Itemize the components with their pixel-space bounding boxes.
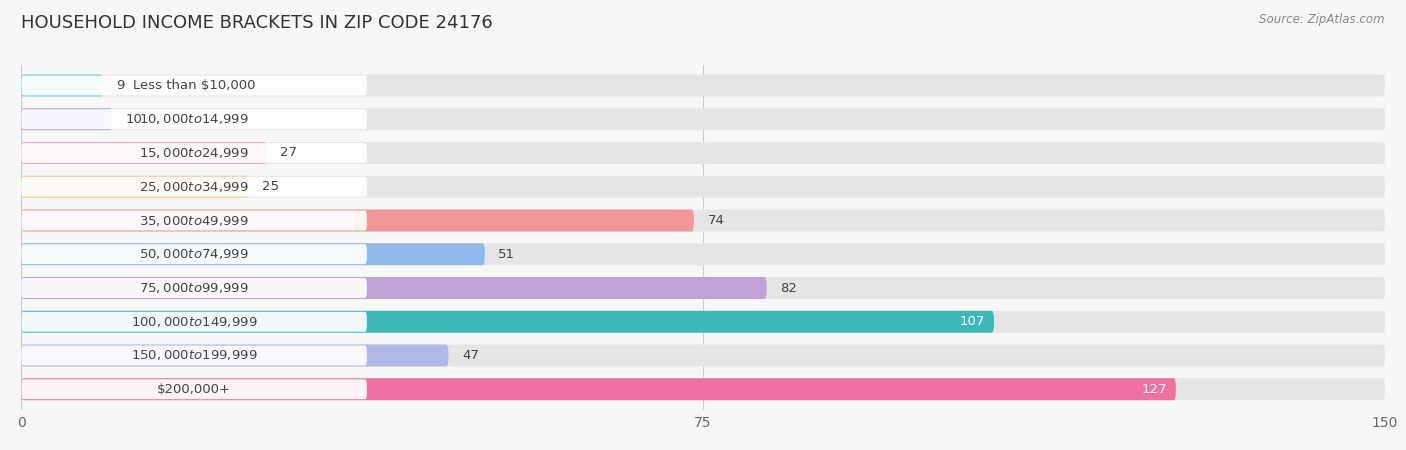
Text: 25: 25 [262,180,278,193]
FancyBboxPatch shape [21,142,267,164]
FancyBboxPatch shape [21,278,367,298]
Text: $50,000 to $74,999: $50,000 to $74,999 [139,247,249,261]
Text: $25,000 to $34,999: $25,000 to $34,999 [139,180,249,194]
FancyBboxPatch shape [21,243,1385,265]
FancyBboxPatch shape [21,311,1385,333]
FancyBboxPatch shape [21,143,367,163]
Text: 10: 10 [125,113,142,126]
Text: 9: 9 [117,79,125,92]
FancyBboxPatch shape [21,378,1175,400]
FancyBboxPatch shape [21,379,367,399]
FancyBboxPatch shape [21,210,1385,231]
Text: $75,000 to $99,999: $75,000 to $99,999 [139,281,249,295]
FancyBboxPatch shape [21,142,1385,164]
Text: $100,000 to $149,999: $100,000 to $149,999 [131,315,257,329]
FancyBboxPatch shape [21,75,103,96]
Text: 127: 127 [1142,383,1167,396]
Text: Less than $10,000: Less than $10,000 [132,79,256,92]
Text: 51: 51 [499,248,516,261]
Text: 27: 27 [280,147,297,159]
FancyBboxPatch shape [21,312,367,332]
FancyBboxPatch shape [21,243,485,265]
FancyBboxPatch shape [21,345,449,366]
Text: 82: 82 [780,282,797,294]
Text: 47: 47 [463,349,479,362]
FancyBboxPatch shape [21,177,367,197]
FancyBboxPatch shape [21,277,1385,299]
Text: $35,000 to $49,999: $35,000 to $49,999 [139,213,249,228]
Text: $200,000+: $200,000+ [157,383,231,396]
FancyBboxPatch shape [21,76,367,95]
FancyBboxPatch shape [21,277,766,299]
Text: Source: ZipAtlas.com: Source: ZipAtlas.com [1260,14,1385,27]
FancyBboxPatch shape [21,378,1385,400]
FancyBboxPatch shape [21,176,1385,198]
Text: $150,000 to $199,999: $150,000 to $199,999 [131,348,257,363]
FancyBboxPatch shape [21,345,1385,366]
FancyBboxPatch shape [21,75,1385,96]
Text: $15,000 to $24,999: $15,000 to $24,999 [139,146,249,160]
FancyBboxPatch shape [21,176,249,198]
Text: $10,000 to $14,999: $10,000 to $14,999 [139,112,249,126]
FancyBboxPatch shape [21,211,367,230]
Text: 74: 74 [707,214,724,227]
FancyBboxPatch shape [21,108,112,130]
FancyBboxPatch shape [21,210,695,231]
Text: HOUSEHOLD INCOME BRACKETS IN ZIP CODE 24176: HOUSEHOLD INCOME BRACKETS IN ZIP CODE 24… [21,14,494,32]
FancyBboxPatch shape [21,108,1385,130]
Text: 107: 107 [959,315,984,328]
FancyBboxPatch shape [21,346,367,365]
FancyBboxPatch shape [21,109,367,129]
FancyBboxPatch shape [21,244,367,264]
FancyBboxPatch shape [21,311,994,333]
